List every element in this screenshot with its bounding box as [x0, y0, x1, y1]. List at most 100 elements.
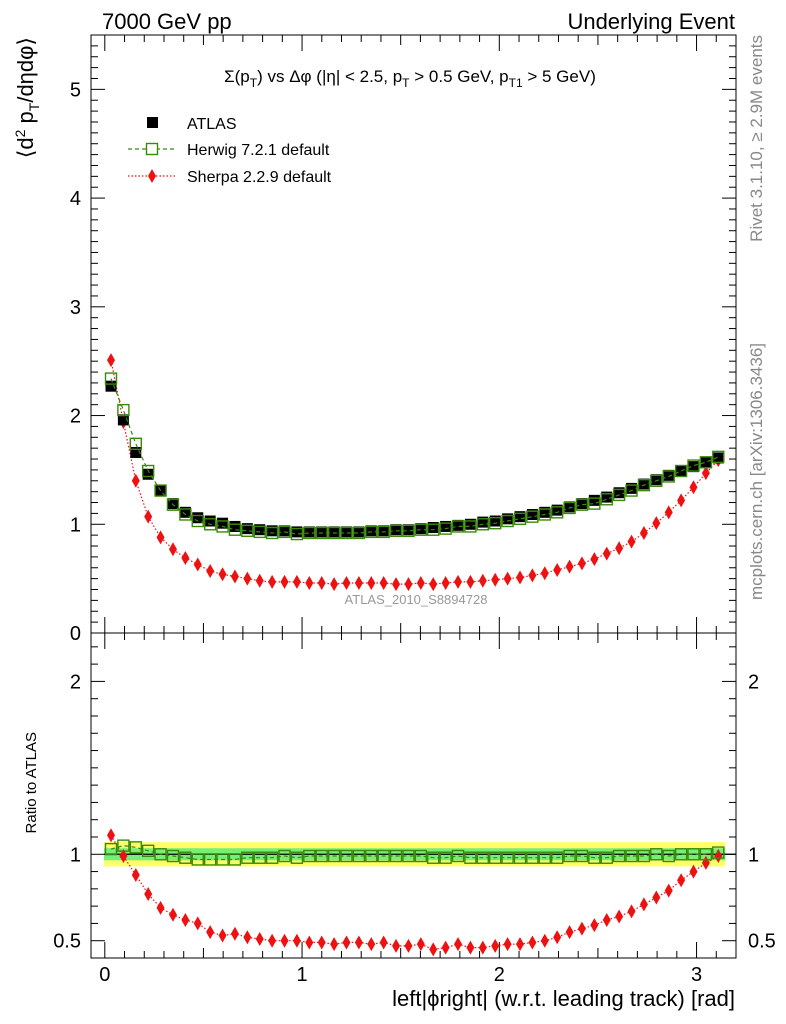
herwig-point [166, 498, 180, 511]
sherpa-point [652, 516, 661, 531]
sherpa-point [243, 930, 252, 945]
herwig-point [141, 844, 155, 858]
atlas-point [626, 482, 638, 494]
sherpa-point [317, 575, 326, 590]
herwig-point [315, 526, 328, 540]
herwig-point [191, 853, 204, 866]
herwig-point [191, 514, 204, 528]
herwig-point [179, 851, 192, 864]
sherpa-point [392, 938, 401, 953]
atlas-point [712, 452, 724, 464]
sherpa-point [478, 573, 487, 588]
sherpa-point [553, 930, 562, 945]
ratio-y-tick-label-right: 0.5 [748, 931, 776, 953]
atlas-point [526, 508, 538, 520]
atlas-point [254, 524, 266, 536]
herwig-point [303, 849, 316, 863]
legend-sherpa-label: Sherpa 2.2.9 default [187, 169, 332, 186]
herwig-point [550, 506, 564, 519]
sherpa-point [354, 575, 363, 590]
plot-title-sub-2: T [402, 76, 410, 90]
atlas-point [365, 525, 377, 537]
herwig-point [674, 848, 688, 861]
atlas-point [179, 506, 191, 518]
herwig-point [526, 510, 539, 523]
herwig-point [290, 527, 304, 541]
sherpa-point [540, 933, 549, 948]
herwig-point [600, 493, 613, 506]
herwig-point [154, 848, 167, 861]
herwig-point [712, 450, 725, 464]
header-left: 7000 GeV pp [102, 9, 232, 34]
herwig-point [129, 437, 142, 451]
herwig-point [538, 851, 551, 864]
ylabel-part-1: ⟨d [13, 137, 38, 158]
herwig-point [538, 508, 551, 521]
sherpa-point [416, 937, 425, 952]
sherpa-point [230, 926, 239, 941]
sherpa-point [107, 353, 116, 368]
sherpa-point [701, 466, 710, 481]
sherpa-point [565, 559, 574, 574]
herwig-point [228, 853, 242, 866]
sherpa-point [528, 568, 537, 583]
herwig-point [377, 525, 390, 539]
herwig-point [637, 849, 651, 863]
herwig-point [625, 849, 638, 863]
herwig-point [414, 849, 428, 863]
legend-herwig-marker [145, 142, 159, 156]
sherpa-point [367, 937, 376, 952]
sherpa-point [156, 900, 165, 915]
herwig-point [253, 525, 266, 539]
sherpa-point [664, 883, 673, 898]
ratio-y-axis-label: Ratio to ATLAS [23, 732, 40, 833]
x-tick-label: 1 [296, 964, 307, 986]
sherpa-point [342, 575, 351, 590]
herwig-point [526, 851, 539, 864]
herwig-point [625, 484, 638, 497]
sherpa-point [404, 577, 413, 592]
ylabel-part-2: p [13, 111, 38, 129]
herwig-point [563, 849, 576, 863]
herwig-point [241, 851, 254, 864]
main-y-tick-label: 3 [70, 297, 81, 319]
sherpa-point [206, 925, 215, 940]
herwig-point [687, 848, 700, 861]
sherpa-point [367, 575, 376, 590]
herwig-point [389, 524, 403, 537]
sherpa-point [107, 828, 116, 843]
herwig-point [203, 853, 217, 866]
sherpa-point [615, 541, 624, 556]
herwig-point [166, 849, 180, 863]
herwig-point [278, 525, 291, 539]
herwig-point [141, 464, 155, 478]
sherpa-point [491, 572, 500, 587]
sherpa-point [305, 935, 314, 950]
sherpa-point [540, 566, 549, 581]
sherpa-point [255, 931, 264, 946]
sherpa-point [379, 935, 388, 950]
sherpa-point [243, 571, 252, 586]
herwig-point [439, 522, 452, 535]
herwig-point [389, 849, 403, 863]
atlas-point [105, 380, 117, 392]
atlas-point [291, 526, 303, 538]
sherpa-point [218, 928, 227, 943]
herwig-point [451, 849, 465, 863]
main-y-tick-label: 4 [70, 188, 81, 210]
sherpa-line [110, 359, 719, 585]
sherpa-point [317, 935, 326, 950]
atlas-point [266, 525, 278, 537]
herwig-point [265, 526, 279, 540]
ratio-y-tick-label: 1 [70, 844, 81, 866]
herwig-point [439, 851, 452, 864]
sherpa-point [404, 938, 413, 953]
herwig-point [687, 459, 700, 472]
sherpa-point [193, 916, 202, 931]
sherpa-point [615, 909, 624, 924]
atlas-point [353, 526, 365, 538]
sherpa-point [565, 925, 574, 940]
atlas-point [489, 515, 501, 527]
legend-herwig-label: Herwig 7.2.1 default [187, 142, 330, 159]
sherpa-point [639, 525, 648, 540]
